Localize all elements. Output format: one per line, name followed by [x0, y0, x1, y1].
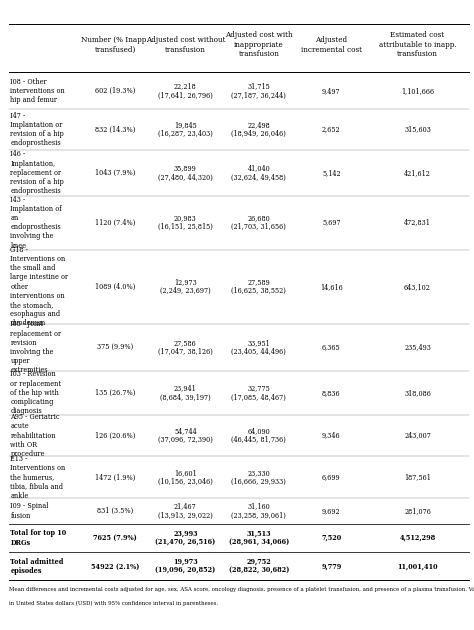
Text: 315,603: 315,603 [404, 125, 431, 134]
Text: 5,142: 5,142 [322, 169, 341, 177]
Text: 20,983
(16,151, 25,815): 20,983 (16,151, 25,815) [158, 214, 213, 231]
Text: I46 -
Implantation,
replacement or
revision of a hip
endoprosthesis: I46 - Implantation, replacement or revis… [10, 151, 64, 195]
Text: Adjusted cost without
transfusion: Adjusted cost without transfusion [146, 36, 225, 54]
Text: 6,699: 6,699 [322, 473, 341, 481]
Text: 472,831: 472,831 [404, 219, 431, 227]
Text: 281,076: 281,076 [404, 507, 431, 515]
Text: 4,512,298: 4,512,298 [400, 534, 436, 542]
Text: 831 (3.5%): 831 (3.5%) [97, 507, 133, 515]
Text: 135 (26.7%): 135 (26.7%) [95, 389, 136, 397]
Text: 602 (19.3%): 602 (19.3%) [95, 87, 136, 95]
Text: Adjusted cost with
inappropriate
transfusion: Adjusted cost with inappropriate transfu… [225, 32, 293, 59]
Text: Total for top 10
DRGs: Total for top 10 DRGs [10, 529, 67, 547]
Text: 7,520: 7,520 [321, 534, 341, 542]
Text: 643,102: 643,102 [404, 283, 431, 290]
Text: 14,616: 14,616 [320, 283, 343, 290]
Text: 31,715
(27,187, 36,244): 31,715 (27,187, 36,244) [231, 83, 286, 100]
Text: 12,973
(2,249, 23,697): 12,973 (2,249, 23,697) [160, 278, 211, 295]
Text: 9,692: 9,692 [322, 507, 341, 515]
Text: 318,086: 318,086 [404, 389, 431, 397]
Text: 243,007: 243,007 [404, 432, 431, 440]
Text: 33,951
(23,405, 44,496): 33,951 (23,405, 44,496) [231, 339, 286, 356]
Text: in United States dollars (USD) with 95% confidence interval in parentheses.: in United States dollars (USD) with 95% … [9, 600, 219, 605]
Text: 2,652: 2,652 [322, 125, 341, 134]
Text: I47 -
Implantation or
revision of a hip
endoprosthesis: I47 - Implantation or revision of a hip … [10, 112, 64, 147]
Text: 23,993
(21,470, 26,516): 23,993 (21,470, 26,516) [155, 529, 216, 547]
Text: 9,497: 9,497 [322, 87, 341, 95]
Text: 7625 (7.9%): 7625 (7.9%) [93, 534, 137, 542]
Text: 19,973
(19,096, 20,852): 19,973 (19,096, 20,852) [155, 558, 216, 575]
Text: 1,101,666: 1,101,666 [401, 87, 434, 95]
Text: 27,589
(16,625, 38,552): 27,589 (16,625, 38,552) [231, 278, 286, 295]
Text: 21,467
(13,913, 29,022): 21,467 (13,913, 29,022) [158, 503, 213, 520]
Text: Mean differences and incremental costs adjusted for age, sex, ASA score, oncolog: Mean differences and incremental costs a… [9, 587, 474, 592]
Text: I05 - Joint
replacement or
revision
involving the
upper
extremities: I05 - Joint replacement or revision invo… [10, 320, 62, 374]
Text: 19,845
(16,287, 23,403): 19,845 (16,287, 23,403) [158, 121, 213, 138]
Text: 421,612: 421,612 [404, 169, 431, 177]
Text: 32,775
(17,085, 48,467): 32,775 (17,085, 48,467) [231, 384, 286, 401]
Text: I03 - Revision
or replacement
of the hip with
complicating
diagnosis: I03 - Revision or replacement of the hip… [10, 370, 62, 415]
Text: 54922 (2.1%): 54922 (2.1%) [91, 563, 139, 570]
Text: 31,513
(28,961, 34,066): 31,513 (28,961, 34,066) [229, 529, 289, 547]
Text: 1120 (7.4%): 1120 (7.4%) [95, 219, 136, 227]
Text: 35,899
(27,480, 44,320): 35,899 (27,480, 44,320) [158, 164, 213, 181]
Text: 54,744
(37,096, 72,390): 54,744 (37,096, 72,390) [158, 427, 213, 444]
Text: 11,001,410: 11,001,410 [397, 563, 438, 570]
Text: Adjusted
incremental cost: Adjusted incremental cost [301, 36, 362, 54]
Text: 26,680
(21,703, 31,656): 26,680 (21,703, 31,656) [231, 214, 286, 231]
Text: 9,779: 9,779 [321, 563, 341, 570]
Text: 5,697: 5,697 [322, 219, 341, 227]
Text: 29,752
(28,822, 30,682): 29,752 (28,822, 30,682) [229, 558, 289, 575]
Text: Number (% Inapp.
transfused): Number (% Inapp. transfused) [82, 36, 149, 54]
Text: 27,586
(17,047, 38,126): 27,586 (17,047, 38,126) [158, 339, 213, 356]
Text: G18 -
Interventions on
the small and
large intestine or
other
interventions on
t: G18 - Interventions on the small and lar… [10, 246, 69, 328]
Text: E13 -
Interventions on
the humerus,
tibia, fibula and
ankle: E13 - Interventions on the humerus, tibi… [10, 455, 66, 500]
Text: A95 - Geriatric
acute
rehabilitation
with OR
procedure: A95 - Geriatric acute rehabilitation wit… [10, 413, 60, 458]
Text: I09 - Spinal
fusion: I09 - Spinal fusion [10, 503, 49, 520]
Text: Estimated cost
attributable to inapp.
transfusion: Estimated cost attributable to inapp. tr… [379, 32, 456, 59]
Text: I08 - Other
interventions on
hip and femur: I08 - Other interventions on hip and fem… [10, 77, 65, 104]
Text: 235,493: 235,493 [404, 343, 431, 352]
Text: 126 (20.6%): 126 (20.6%) [95, 432, 136, 440]
Text: 6,365: 6,365 [322, 343, 341, 352]
Text: 1089 (4.0%): 1089 (4.0%) [95, 283, 136, 290]
Text: 187,561: 187,561 [404, 473, 431, 481]
Text: 22,218
(17,641, 26,796): 22,218 (17,641, 26,796) [158, 83, 213, 100]
Text: 9,346: 9,346 [322, 432, 341, 440]
Text: 832 (14.3%): 832 (14.3%) [95, 125, 136, 134]
Text: I43 -
Implantation of
an
endoprosthesis
involving the
knee: I43 - Implantation of an endoprosthesis … [10, 196, 62, 249]
Text: 23,941
(8,684, 39,197): 23,941 (8,684, 39,197) [160, 384, 211, 401]
Text: 31,160
(23,258, 39,061): 31,160 (23,258, 39,061) [231, 503, 286, 520]
Text: Total admitted
episodes: Total admitted episodes [10, 558, 64, 575]
Text: 41,040
(32,624, 49,458): 41,040 (32,624, 49,458) [231, 164, 286, 181]
Text: 1043 (7.9%): 1043 (7.9%) [95, 169, 136, 177]
Text: 16,601
(10,156, 23,046): 16,601 (10,156, 23,046) [158, 469, 213, 486]
Text: 375 (9.9%): 375 (9.9%) [97, 343, 133, 352]
Text: 23,330
(16,666, 29,933): 23,330 (16,666, 29,933) [231, 469, 286, 486]
Text: 1472 (1.9%): 1472 (1.9%) [95, 473, 136, 481]
Text: 8,836: 8,836 [322, 389, 341, 397]
Text: 64,090
(46,445, 81,736): 64,090 (46,445, 81,736) [231, 427, 286, 444]
Text: 22,498
(18,949, 26,046): 22,498 (18,949, 26,046) [231, 121, 286, 138]
